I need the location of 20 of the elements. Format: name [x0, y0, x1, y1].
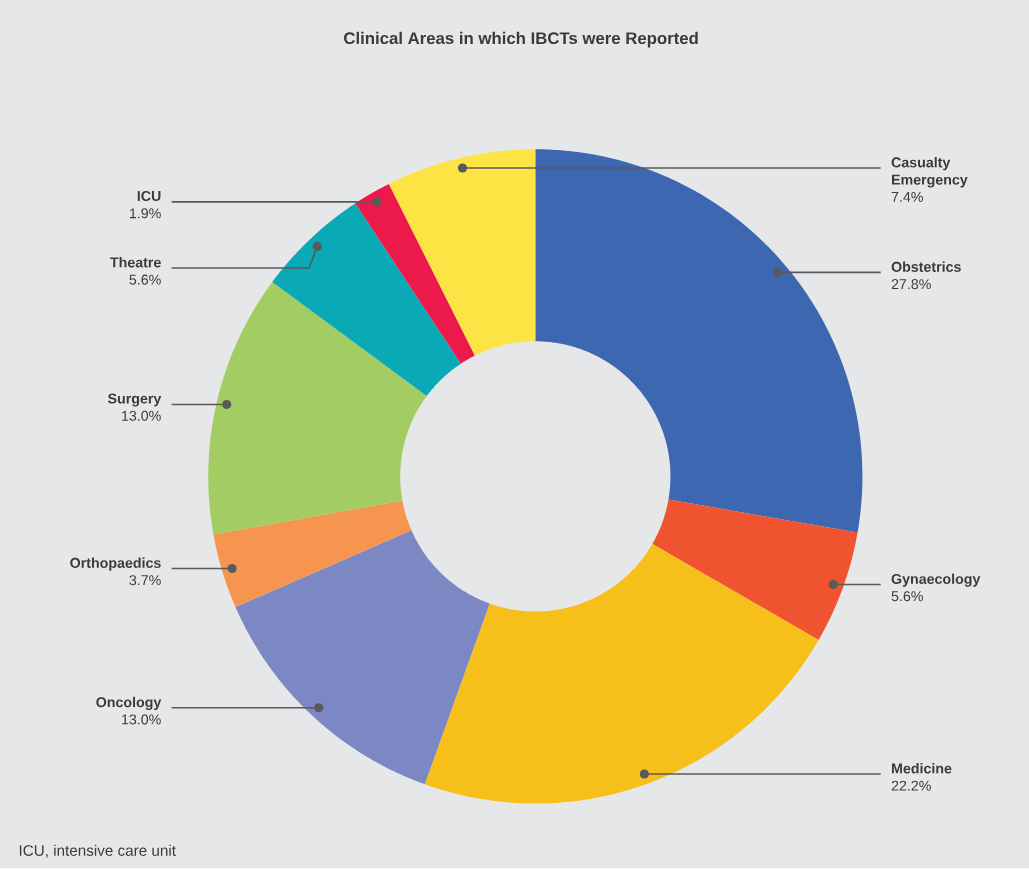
data-label: 1.9% — [129, 208, 161, 219]
data-label: 27.8% — [891, 279, 931, 290]
data-label: 22.2% — [891, 780, 931, 791]
data-label: 7.4% — [891, 192, 923, 203]
data-label: 5.6% — [891, 591, 923, 602]
slice-label: Theatre — [110, 257, 161, 268]
slice-label: Gynaecology — [891, 573, 981, 588]
slice-label: Medicine — [892, 763, 952, 774]
data-label: 5.6% — [129, 274, 161, 285]
slice-label: Orthopaedics — [70, 557, 161, 571]
slice-label: Obstetrics — [891, 261, 961, 273]
slice-label: Surgery — [107, 393, 162, 407]
data-label: 13.0% — [122, 714, 161, 725]
data-label: 3.7% — [129, 575, 161, 586]
data-label: 13.0% — [122, 411, 161, 422]
slice-label: Oncology — [96, 697, 162, 711]
slice-label: ICU — [137, 191, 161, 202]
slice-label: Casualty Emergency — [891, 157, 968, 188]
chart-title: Clinical Areas in which IBCTs were Reported — [344, 32, 698, 48]
text: ICU, intensive care unit — [19, 844, 176, 858]
